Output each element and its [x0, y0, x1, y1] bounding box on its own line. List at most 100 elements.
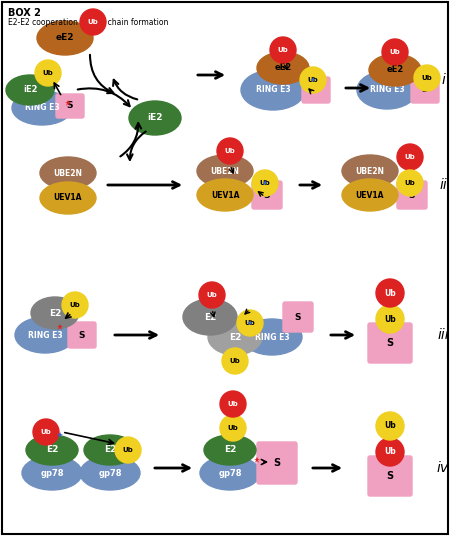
Text: S: S	[79, 331, 85, 339]
Ellipse shape	[200, 456, 260, 490]
Circle shape	[217, 138, 243, 164]
FancyBboxPatch shape	[68, 322, 96, 348]
Text: E2: E2	[46, 445, 58, 455]
FancyBboxPatch shape	[302, 77, 330, 103]
Text: eE2: eE2	[56, 33, 74, 42]
Circle shape	[376, 412, 404, 440]
Text: gp78: gp78	[98, 468, 122, 478]
Circle shape	[35, 60, 61, 86]
Text: Ub: Ub	[245, 320, 256, 326]
FancyBboxPatch shape	[411, 77, 439, 103]
Text: UBE2N: UBE2N	[211, 167, 239, 175]
Text: E2: E2	[104, 445, 116, 455]
Circle shape	[300, 67, 326, 93]
Text: gp78: gp78	[218, 468, 242, 478]
Text: ii: ii	[439, 178, 447, 192]
FancyBboxPatch shape	[257, 442, 297, 484]
Circle shape	[414, 65, 440, 91]
Text: S: S	[67, 101, 73, 110]
Text: S: S	[295, 312, 301, 322]
Circle shape	[33, 419, 59, 445]
Text: E2: E2	[204, 312, 216, 322]
Ellipse shape	[84, 435, 136, 465]
Text: i: i	[441, 73, 445, 87]
Text: UBE2N: UBE2N	[54, 168, 82, 177]
Text: Ub: Ub	[43, 70, 54, 76]
Text: S: S	[264, 190, 270, 199]
Circle shape	[397, 144, 423, 170]
Text: Ub: Ub	[228, 401, 238, 407]
Text: RING E3: RING E3	[256, 86, 290, 94]
Text: Ub: Ub	[308, 77, 319, 83]
Circle shape	[220, 415, 246, 441]
Text: Ub: Ub	[384, 448, 396, 457]
Text: E2-E2 cooperation during chain formation: E2-E2 cooperation during chain formation	[8, 18, 168, 27]
FancyBboxPatch shape	[368, 323, 412, 363]
Ellipse shape	[197, 179, 253, 211]
Text: Ub: Ub	[225, 148, 235, 154]
Text: Ub: Ub	[70, 302, 81, 308]
Ellipse shape	[26, 435, 78, 465]
Text: iii: iii	[437, 328, 449, 342]
Ellipse shape	[31, 297, 79, 329]
Ellipse shape	[40, 157, 96, 189]
Text: RING E3: RING E3	[255, 332, 289, 341]
Ellipse shape	[15, 317, 75, 353]
Text: RING E3: RING E3	[25, 103, 59, 113]
Text: Ub: Ub	[230, 358, 240, 364]
Ellipse shape	[40, 182, 96, 214]
Circle shape	[222, 348, 248, 374]
Circle shape	[382, 39, 408, 65]
Text: RING E3: RING E3	[370, 86, 404, 94]
Circle shape	[397, 170, 423, 196]
Ellipse shape	[357, 71, 417, 109]
Circle shape	[237, 310, 263, 336]
Ellipse shape	[241, 70, 305, 110]
Text: Ub: Ub	[384, 288, 396, 297]
Text: UEV1A: UEV1A	[54, 193, 82, 203]
Text: S: S	[409, 190, 415, 199]
Circle shape	[115, 437, 141, 463]
Ellipse shape	[197, 155, 253, 187]
Text: Ub: Ub	[390, 49, 400, 55]
Ellipse shape	[204, 435, 256, 465]
Circle shape	[376, 279, 404, 307]
Ellipse shape	[80, 456, 140, 490]
Circle shape	[252, 170, 278, 196]
Ellipse shape	[369, 54, 421, 86]
Ellipse shape	[129, 101, 181, 135]
Circle shape	[62, 292, 88, 318]
Text: E2: E2	[49, 309, 61, 317]
Ellipse shape	[342, 155, 398, 187]
FancyBboxPatch shape	[252, 181, 282, 209]
Text: Ub: Ub	[122, 447, 133, 453]
Text: eE2: eE2	[274, 63, 292, 72]
Text: RING E3: RING E3	[28, 331, 62, 339]
Text: Ub: Ub	[405, 154, 415, 160]
Text: Ub: Ub	[384, 315, 396, 324]
Text: eE2: eE2	[387, 65, 404, 75]
Text: S: S	[313, 86, 319, 94]
Circle shape	[270, 37, 296, 63]
Text: Ub: Ub	[207, 292, 217, 298]
FancyBboxPatch shape	[397, 181, 427, 209]
Text: S: S	[274, 458, 280, 468]
Ellipse shape	[183, 299, 237, 335]
Text: S: S	[387, 471, 394, 481]
Text: UEV1A: UEV1A	[211, 190, 239, 199]
Text: Ub: Ub	[405, 180, 415, 186]
FancyBboxPatch shape	[368, 456, 412, 496]
Text: Ub: Ub	[88, 19, 99, 25]
Text: iv: iv	[437, 461, 449, 475]
Text: Ub: Ub	[40, 429, 51, 435]
Text: E2: E2	[229, 332, 241, 341]
Text: Ub: Ub	[260, 180, 270, 186]
Ellipse shape	[12, 91, 72, 125]
Text: Ub: Ub	[422, 75, 432, 81]
Text: iE2: iE2	[147, 114, 163, 123]
Ellipse shape	[208, 319, 262, 355]
Text: Ub: Ub	[278, 47, 288, 53]
Circle shape	[376, 305, 404, 333]
Ellipse shape	[342, 179, 398, 211]
Text: E2: E2	[224, 445, 236, 455]
